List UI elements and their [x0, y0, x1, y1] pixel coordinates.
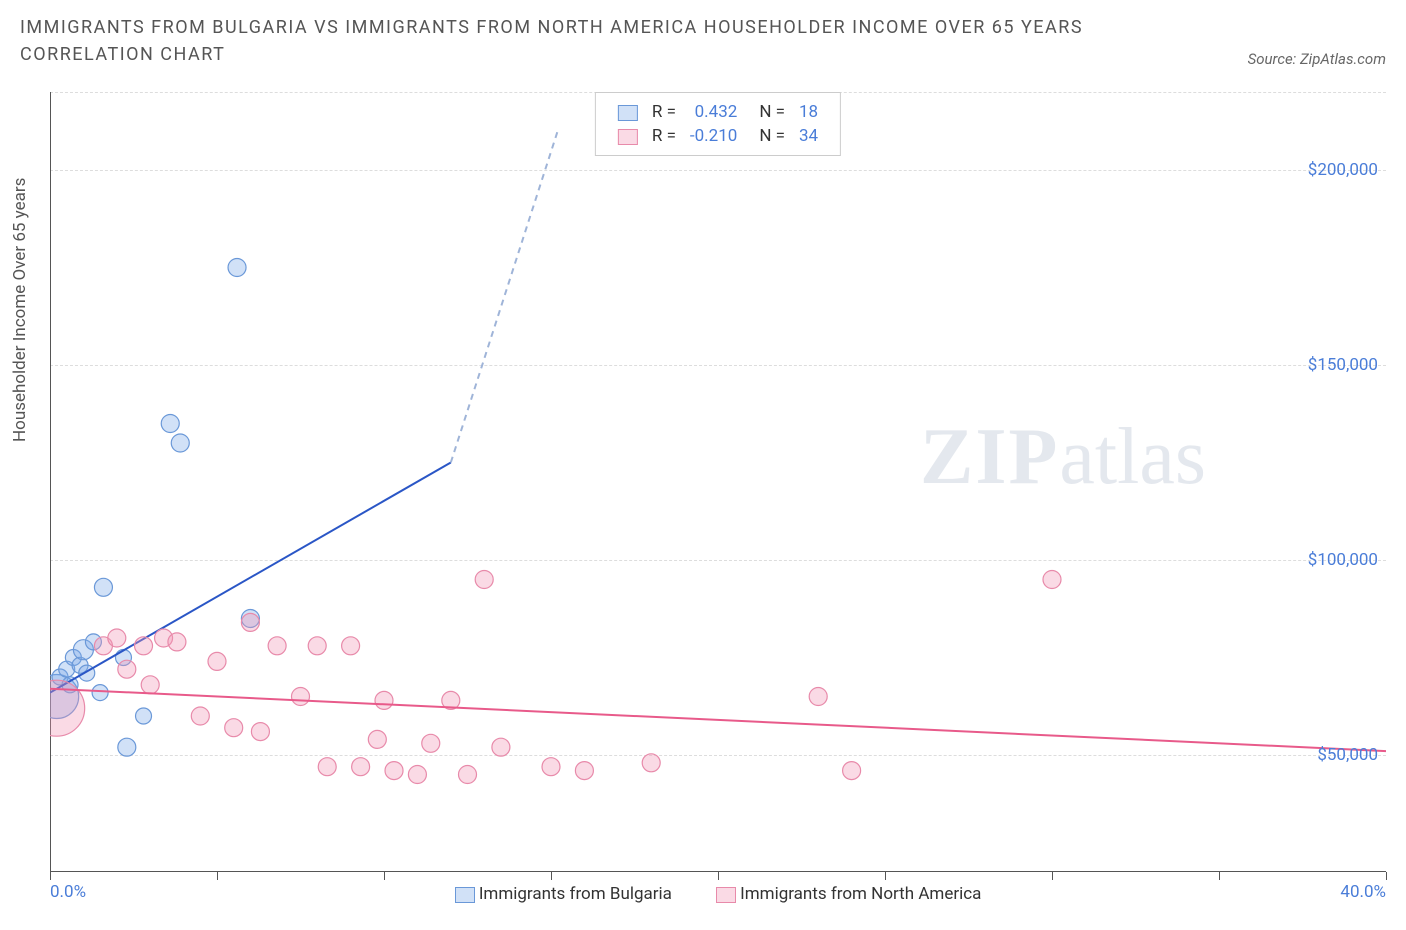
- data-point: [308, 637, 326, 655]
- legend-n-value: 34: [793, 125, 824, 147]
- data-point: [168, 633, 186, 651]
- data-point: [318, 758, 336, 776]
- x-tick-mark: [551, 872, 552, 880]
- data-point: [241, 613, 259, 631]
- data-point: [225, 719, 243, 737]
- data-point: [118, 738, 136, 756]
- data-point: [161, 415, 179, 433]
- data-point: [642, 754, 660, 772]
- legend-r-label: R =: [646, 125, 682, 147]
- data-point: [368, 730, 386, 748]
- data-point: [208, 652, 226, 670]
- x-tick-mark: [384, 872, 385, 880]
- data-point: [843, 762, 861, 780]
- data-point: [268, 637, 286, 655]
- y-tick-label: $150,000: [1308, 355, 1378, 375]
- x-tick-mark: [50, 872, 51, 880]
- data-point: [809, 688, 827, 706]
- data-point: [385, 762, 403, 780]
- legend-n-label: N =: [745, 101, 791, 123]
- legend-n-label: N =: [745, 125, 791, 147]
- x-tick-mark: [718, 872, 719, 880]
- trend-line: [50, 463, 451, 693]
- chart-area: Householder Income Over 65 years R =0.43…: [50, 92, 1386, 872]
- legend-r-value: -0.210: [684, 125, 743, 147]
- data-point: [135, 637, 153, 655]
- x-tick-mark: [1386, 872, 1387, 880]
- chart-title: IMMIGRANTS FROM BULGARIA VS IMMIGRANTS F…: [20, 14, 1120, 68]
- x-tick-mark: [1052, 872, 1053, 880]
- data-point: [459, 766, 477, 784]
- data-point: [542, 758, 560, 776]
- stats-legend: R =0.432N =18 R =-0.210N =34: [595, 92, 841, 156]
- trend-line: [50, 689, 1386, 751]
- x-tick-mark: [1219, 872, 1220, 880]
- data-point: [475, 571, 493, 589]
- data-point: [191, 707, 209, 725]
- legend-n-value: 18: [793, 101, 824, 123]
- data-point: [422, 734, 440, 752]
- data-point: [375, 691, 393, 709]
- x-tick-mark: [885, 872, 886, 880]
- x-tick-mark: [217, 872, 218, 880]
- y-axis-label: Householder Income Over 65 years: [10, 178, 30, 442]
- data-point: [408, 766, 426, 784]
- data-point: [492, 738, 510, 756]
- data-point: [171, 434, 189, 452]
- data-point: [141, 676, 159, 694]
- legend-swatch: [618, 105, 638, 121]
- data-point: [228, 259, 246, 277]
- y-tick-label: $50,000: [1317, 745, 1378, 765]
- data-point: [292, 688, 310, 706]
- y-tick-label: $100,000: [1308, 550, 1378, 570]
- data-point: [342, 637, 360, 655]
- data-point: [108, 629, 126, 647]
- data-point: [575, 762, 593, 780]
- trend-line-dashed: [451, 131, 558, 463]
- legend-series-label: Immigrants from Bulgaria: [479, 884, 672, 904]
- data-point: [94, 578, 112, 596]
- data-point: [251, 723, 269, 741]
- source-label: Source: ZipAtlas.com: [1248, 50, 1386, 68]
- legend-swatch: [618, 129, 638, 145]
- series-legend: Immigrants from Bulgaria Immigrants from…: [50, 884, 1386, 904]
- legend-series-label: Immigrants from North America: [740, 884, 981, 904]
- legend-swatch: [455, 887, 475, 903]
- legend-r-value: 0.432: [684, 101, 743, 123]
- legend-r-label: R =: [646, 101, 682, 123]
- data-point: [1043, 571, 1061, 589]
- data-point: [136, 708, 152, 724]
- y-tick-label: $200,000: [1308, 160, 1378, 180]
- legend-swatch: [716, 887, 736, 903]
- data-point: [352, 758, 370, 776]
- scatter-plot: [50, 92, 1386, 872]
- data-point: [118, 660, 136, 678]
- data-point: [92, 685, 108, 701]
